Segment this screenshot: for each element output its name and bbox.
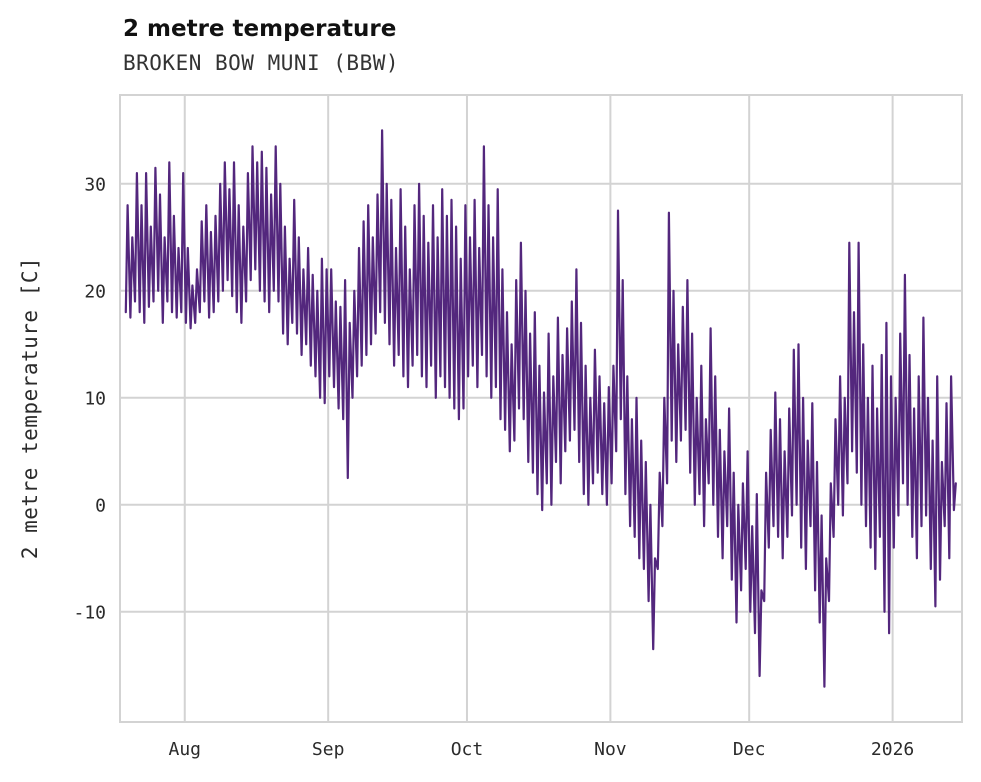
y-tick-label: 20 (84, 281, 106, 302)
x-tick-label: Sep (312, 739, 345, 760)
x-tick-label: Dec (733, 739, 766, 760)
y-tick-label: 30 (84, 174, 106, 195)
temperature-line (124, 129, 957, 688)
chart-title: 2 metre temperature (123, 16, 397, 42)
x-tick-label: 2026 (871, 739, 914, 760)
y-tick-label: -10 (73, 602, 106, 623)
chart-subtitle: BROKEN BOW MUNI (BBW) (123, 51, 400, 75)
y-tick-label: 0 (95, 495, 106, 516)
x-tick-label: Nov (594, 739, 627, 760)
x-tick-label: Oct (451, 739, 484, 760)
plot-frame (119, 94, 963, 723)
y-tick-label: 10 (84, 388, 106, 409)
x-tick-label: Aug (169, 739, 202, 760)
